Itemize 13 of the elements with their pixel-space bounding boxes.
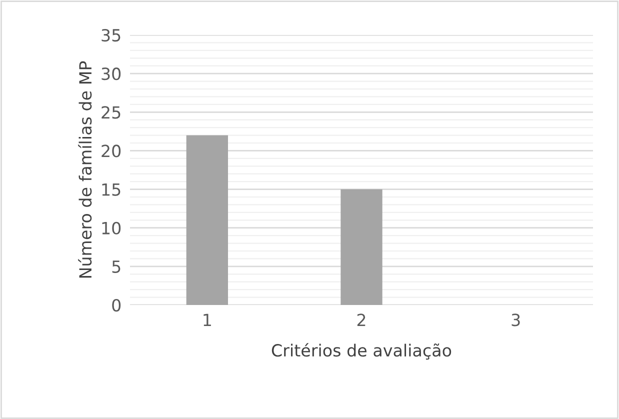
y-tick-label: 5 bbox=[112, 260, 120, 273]
y-tick-label: 15 bbox=[102, 183, 120, 196]
y-tick-label: 35 bbox=[102, 28, 120, 42]
x-axis-title: Critérios de avaliação bbox=[272, 343, 452, 360]
x-tick-label: 3 bbox=[512, 314, 520, 326]
y-tick-label: 25 bbox=[102, 106, 120, 119]
y-axis-title: Número de famílias de MP bbox=[78, 61, 92, 278]
y-tick-label: 10 bbox=[102, 222, 121, 234]
y-tick-label: 0 bbox=[112, 298, 121, 312]
y-tick-label: 20 bbox=[102, 144, 121, 158]
y-tick-label: 30 bbox=[102, 68, 121, 80]
x-tick-label: 1 bbox=[204, 314, 211, 326]
x-tick-label: 2 bbox=[357, 314, 366, 326]
